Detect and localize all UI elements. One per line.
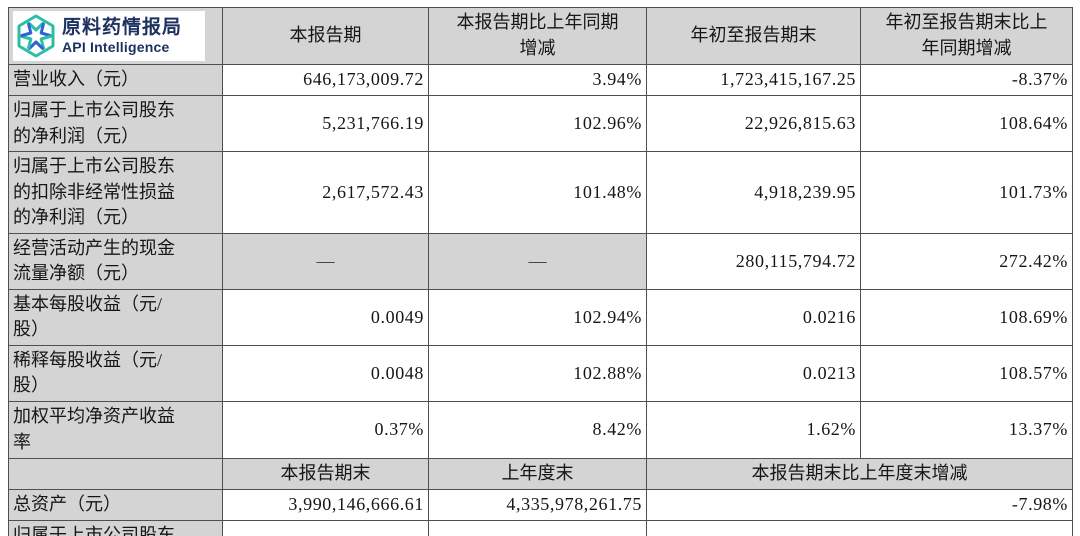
row-label: 基本每股收益（元/ 股） — [8, 288, 223, 346]
total-assets-prev-year-end: 4,335,978,261.75 — [428, 489, 647, 522]
column-header-ytd-change: 年初至报告期末比上 年同期增减 — [860, 7, 1073, 65]
row-label: 归属于上市公司股东 的扣除非经常性损益 的净利润（元） — [8, 151, 223, 234]
diluted-eps-ytd: 0.0213 — [646, 344, 861, 403]
basic-eps-period: 0.0049 — [222, 288, 429, 346]
sub-header-spacer — [8, 458, 223, 491]
equity-period-end: 1,452,480,831.45 — [222, 520, 429, 536]
net-profit-period-change: 102.96% — [428, 94, 647, 153]
table-row-deducted-net-profit: 归属于上市公司股东 的扣除非经常性损益 的净利润（元） 2,617,572.43… — [8, 151, 1073, 234]
equity-change: 5.08% — [646, 520, 1073, 536]
basic-eps-period-change: 102.94% — [428, 288, 647, 346]
table-row-revenue: 营业收入（元） 646,173,009.72 3.94% 1,723,415,1… — [8, 64, 1073, 96]
brand-subtitle: API Intelligence — [62, 39, 170, 55]
row-label: 总资产（元） — [8, 489, 223, 522]
revenue-ytd: 1,723,415,167.25 — [646, 64, 861, 96]
row-label: 稀释每股收益（元/ 股） — [8, 344, 223, 403]
cash-flow-ytd: 280,115,794.72 — [646, 232, 861, 290]
table-row-owners-equity: 归属于上市公司股东 的所有者权益（元） 1,452,480,831.45 1,3… — [8, 520, 1073, 536]
diluted-eps-period-change: 102.88% — [428, 344, 647, 403]
column-header-ytd: 年初至报告期末 — [646, 7, 861, 65]
basic-eps-ytd: 0.0216 — [646, 288, 861, 346]
brand-hexagon-icon — [17, 14, 55, 58]
diluted-eps-ytd-change: 108.57% — [860, 344, 1073, 403]
weighted-roe-period-change: 8.42% — [428, 401, 647, 460]
revenue-period: 646,173,009.72 — [222, 64, 429, 96]
cash-flow-period-dash: — — [222, 232, 429, 290]
brand-title: 原料药情报局 — [62, 17, 183, 38]
row-label: 营业收入（元） — [8, 64, 223, 96]
equity-prev-year-end: 1,382,277,279.71 — [428, 520, 647, 536]
row-label: 归属于上市公司股东 的净利润（元） — [8, 94, 223, 153]
brand-text: 原料药情报局 API Intelligence — [62, 17, 182, 55]
logo-cell: 原料药情报局 API Intelligence — [8, 7, 223, 65]
sub-header-row: 本报告期末 上年度末 本报告期末比上年度末增减 — [8, 458, 1073, 491]
basic-eps-ytd-change: 108.69% — [860, 288, 1073, 346]
row-label: 经营活动产生的现金 流量净额（元） — [8, 232, 223, 290]
weighted-roe-ytd: 1.62% — [646, 401, 861, 460]
sub-header-period-end: 本报告期末 — [222, 458, 429, 491]
header-row: 原料药情报局 API Intelligence 本报告期 本报告期比上年同期 增… — [8, 7, 1073, 65]
cash-flow-period-change-dash: — — [428, 232, 647, 290]
sub-header-change: 本报告期末比上年度末增减 — [646, 458, 1073, 491]
column-header-period: 本报告期 — [222, 7, 429, 65]
deducted-profit-ytd: 4,918,239.95 — [646, 151, 861, 234]
row-label: 加权平均净资产收益 率 — [8, 401, 223, 460]
table-row-weighted-roe: 加权平均净资产收益 率 0.37% 8.42% 1.62% 13.37% — [8, 401, 1073, 460]
weighted-roe-period: 0.37% — [222, 401, 429, 460]
revenue-period-change: 3.94% — [428, 64, 647, 96]
total-assets-period-end: 3,990,146,666.61 — [222, 489, 429, 522]
column-header-period-change: 本报告期比上年同期 增减 — [428, 7, 647, 65]
row-label: 归属于上市公司股东 的所有者权益（元） — [8, 520, 223, 536]
net-profit-ytd: 22,926,815.63 — [646, 94, 861, 153]
total-assets-change: -7.98% — [646, 489, 1073, 522]
net-profit-ytd-change: 108.64% — [860, 94, 1073, 153]
deducted-profit-period: 2,617,572.43 — [222, 151, 429, 234]
cash-flow-ytd-change: 272.42% — [860, 232, 1073, 290]
table-row-basic-eps: 基本每股收益（元/ 股） 0.0049 102.94% 0.0216 108.6… — [8, 288, 1073, 346]
table-row-total-assets: 总资产（元） 3,990,146,666.61 4,335,978,261.75… — [8, 489, 1073, 522]
diluted-eps-period: 0.0048 — [222, 344, 429, 403]
financial-summary-table: 原料药情报局 API Intelligence 本报告期 本报告期比上年同期 增… — [8, 7, 1073, 536]
net-profit-period: 5,231,766.19 — [222, 94, 429, 153]
revenue-ytd-change: -8.37% — [860, 64, 1073, 96]
brand-logo: 原料药情报局 API Intelligence — [13, 11, 205, 61]
table-row-net-profit: 归属于上市公司股东 的净利润（元） 5,231,766.19 102.96% 2… — [8, 94, 1073, 153]
deducted-profit-period-change: 101.48% — [428, 151, 647, 234]
table-row-diluted-eps: 稀释每股收益（元/ 股） 0.0048 102.88% 0.0213 108.5… — [8, 344, 1073, 403]
sub-header-prev-year-end: 上年度末 — [428, 458, 647, 491]
table-row-operating-cash-flow: 经营活动产生的现金 流量净额（元） — — 280,115,794.72 272… — [8, 232, 1073, 290]
deducted-profit-ytd-change: 101.73% — [860, 151, 1073, 234]
weighted-roe-ytd-change: 13.37% — [860, 401, 1073, 460]
